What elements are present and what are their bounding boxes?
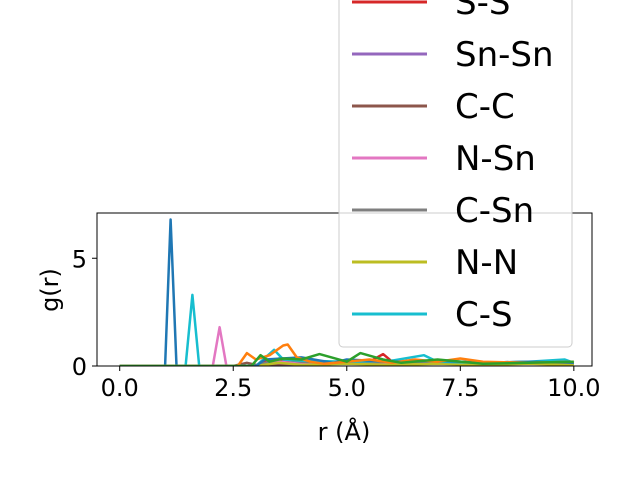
- legend-label: N-N: [455, 243, 518, 283]
- legend: S-S Sn-Sn C-C N-Sn C-Sn N-N C-S: [338, 0, 573, 348]
- y-axis-label: g(r): [36, 268, 64, 312]
- x-tick-label: 5.0: [328, 374, 366, 402]
- legend-item: C-C: [352, 87, 515, 127]
- x-tick-label: 10.0: [547, 374, 600, 402]
- y-axis: 05: [72, 245, 97, 381]
- series-line-unlabeled-9: [119, 351, 574, 366]
- x-axis-label: r (Å): [318, 417, 371, 446]
- x-tick-label: 7.5: [441, 374, 479, 402]
- legend-item: N-N: [352, 243, 518, 283]
- legend-label: C-Sn: [455, 191, 534, 231]
- legend-box: [338, 0, 573, 348]
- legend-label: S-S: [455, 0, 510, 23]
- legend-label: N-Sn: [455, 139, 536, 179]
- legend-item: C-S: [352, 295, 513, 335]
- series-layer: [119, 218, 575, 366]
- legend-item: C-Sn: [352, 191, 534, 231]
- legend-label: Sn-Sn: [455, 35, 554, 75]
- legend-item: N-Sn: [352, 139, 536, 179]
- x-tick-label: 0.0: [101, 374, 139, 402]
- legend-label: C-S: [455, 295, 513, 335]
- x-axis: 0.0 2.5 5.0 7.5 10.0: [101, 366, 601, 402]
- legend-item: Sn-Sn: [352, 35, 554, 75]
- x-tick-label: 2.5: [214, 374, 252, 402]
- y-tick-label: 0: [72, 353, 87, 381]
- legend-item: S-S: [352, 0, 510, 23]
- y-tick-label: 5: [72, 245, 87, 273]
- legend-label: C-C: [455, 87, 515, 127]
